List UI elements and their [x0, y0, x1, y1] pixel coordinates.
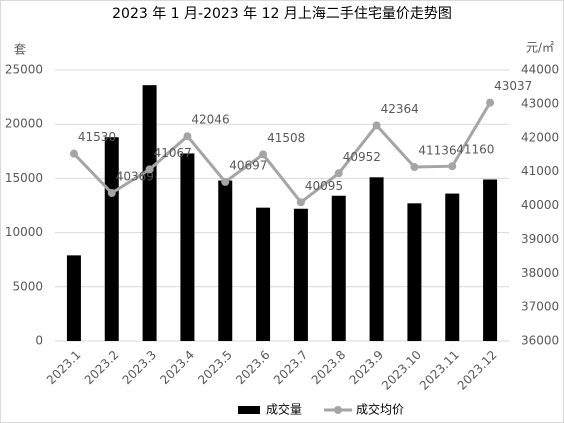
- bar: [66, 255, 81, 341]
- line-marker: [107, 189, 116, 198]
- line-marker: [221, 177, 230, 186]
- line-marker: [145, 165, 154, 174]
- bar: [104, 137, 119, 341]
- bar: [293, 208, 308, 341]
- bar: [218, 180, 233, 341]
- y2-tick-label: 40000: [521, 198, 559, 212]
- bar: [180, 153, 195, 341]
- line: [72, 101, 492, 205]
- line-marker: [334, 169, 343, 178]
- legend-label: 成交量: [266, 402, 302, 417]
- chart-title: 2023 年 1 月-2023 年 12 月上海二手住宅量价走势图: [112, 6, 452, 22]
- y-tick-label: 15000: [5, 171, 43, 185]
- line-marker: [259, 150, 268, 159]
- data-label: 40095: [305, 179, 343, 193]
- line-marker: [183, 132, 192, 141]
- data-label: 40952: [343, 150, 381, 164]
- y-tick-label: 5000: [12, 279, 43, 293]
- y2-axis-label: 元/㎡: [526, 41, 554, 55]
- line-marker: [410, 163, 419, 172]
- y2-tick-label: 39000: [521, 232, 559, 246]
- legend-swatch: [238, 406, 260, 414]
- bar: [407, 203, 422, 341]
- bar: [445, 193, 460, 341]
- line-marker: [486, 98, 495, 107]
- line-marker: [448, 162, 457, 171]
- y2-tick-label: 38000: [521, 266, 559, 280]
- bar: [256, 207, 271, 341]
- y2-tick-label: 37000: [521, 300, 559, 314]
- data-label: 41160: [456, 143, 494, 157]
- y2-tick-label: 44000: [521, 63, 559, 77]
- data-label: 41136: [418, 144, 456, 158]
- y-tick-label: 20000: [5, 117, 43, 131]
- y2-tick-label: 43000: [521, 96, 559, 110]
- data-label: 41530: [78, 130, 116, 144]
- line-marker: [296, 198, 305, 207]
- data-label: 41067: [154, 146, 192, 160]
- bar: [483, 179, 498, 341]
- data-label: 41508: [267, 131, 305, 145]
- bar: [369, 177, 384, 341]
- y-tick-label: 25000: [5, 63, 43, 77]
- data-label: 42046: [191, 113, 229, 127]
- legend-swatch: [334, 406, 342, 414]
- y-axis-label: 套: [14, 43, 26, 57]
- data-label: 43037: [494, 79, 532, 93]
- y2-tick-label: 36000: [521, 334, 559, 348]
- y2-tick-label: 41000: [521, 164, 559, 178]
- y-tick-label: 10000: [5, 225, 43, 239]
- data-label: 40697: [229, 158, 267, 172]
- line-marker: [69, 149, 78, 158]
- data-label: 40369: [116, 170, 154, 184]
- legend-label: 成交均价: [356, 402, 404, 417]
- bar: [331, 195, 346, 341]
- line-marker: [372, 121, 381, 130]
- y2-tick-label: 42000: [521, 130, 559, 144]
- bar: [142, 85, 157, 342]
- y-tick-label: 0: [35, 334, 43, 348]
- data-label: 42364: [381, 102, 419, 116]
